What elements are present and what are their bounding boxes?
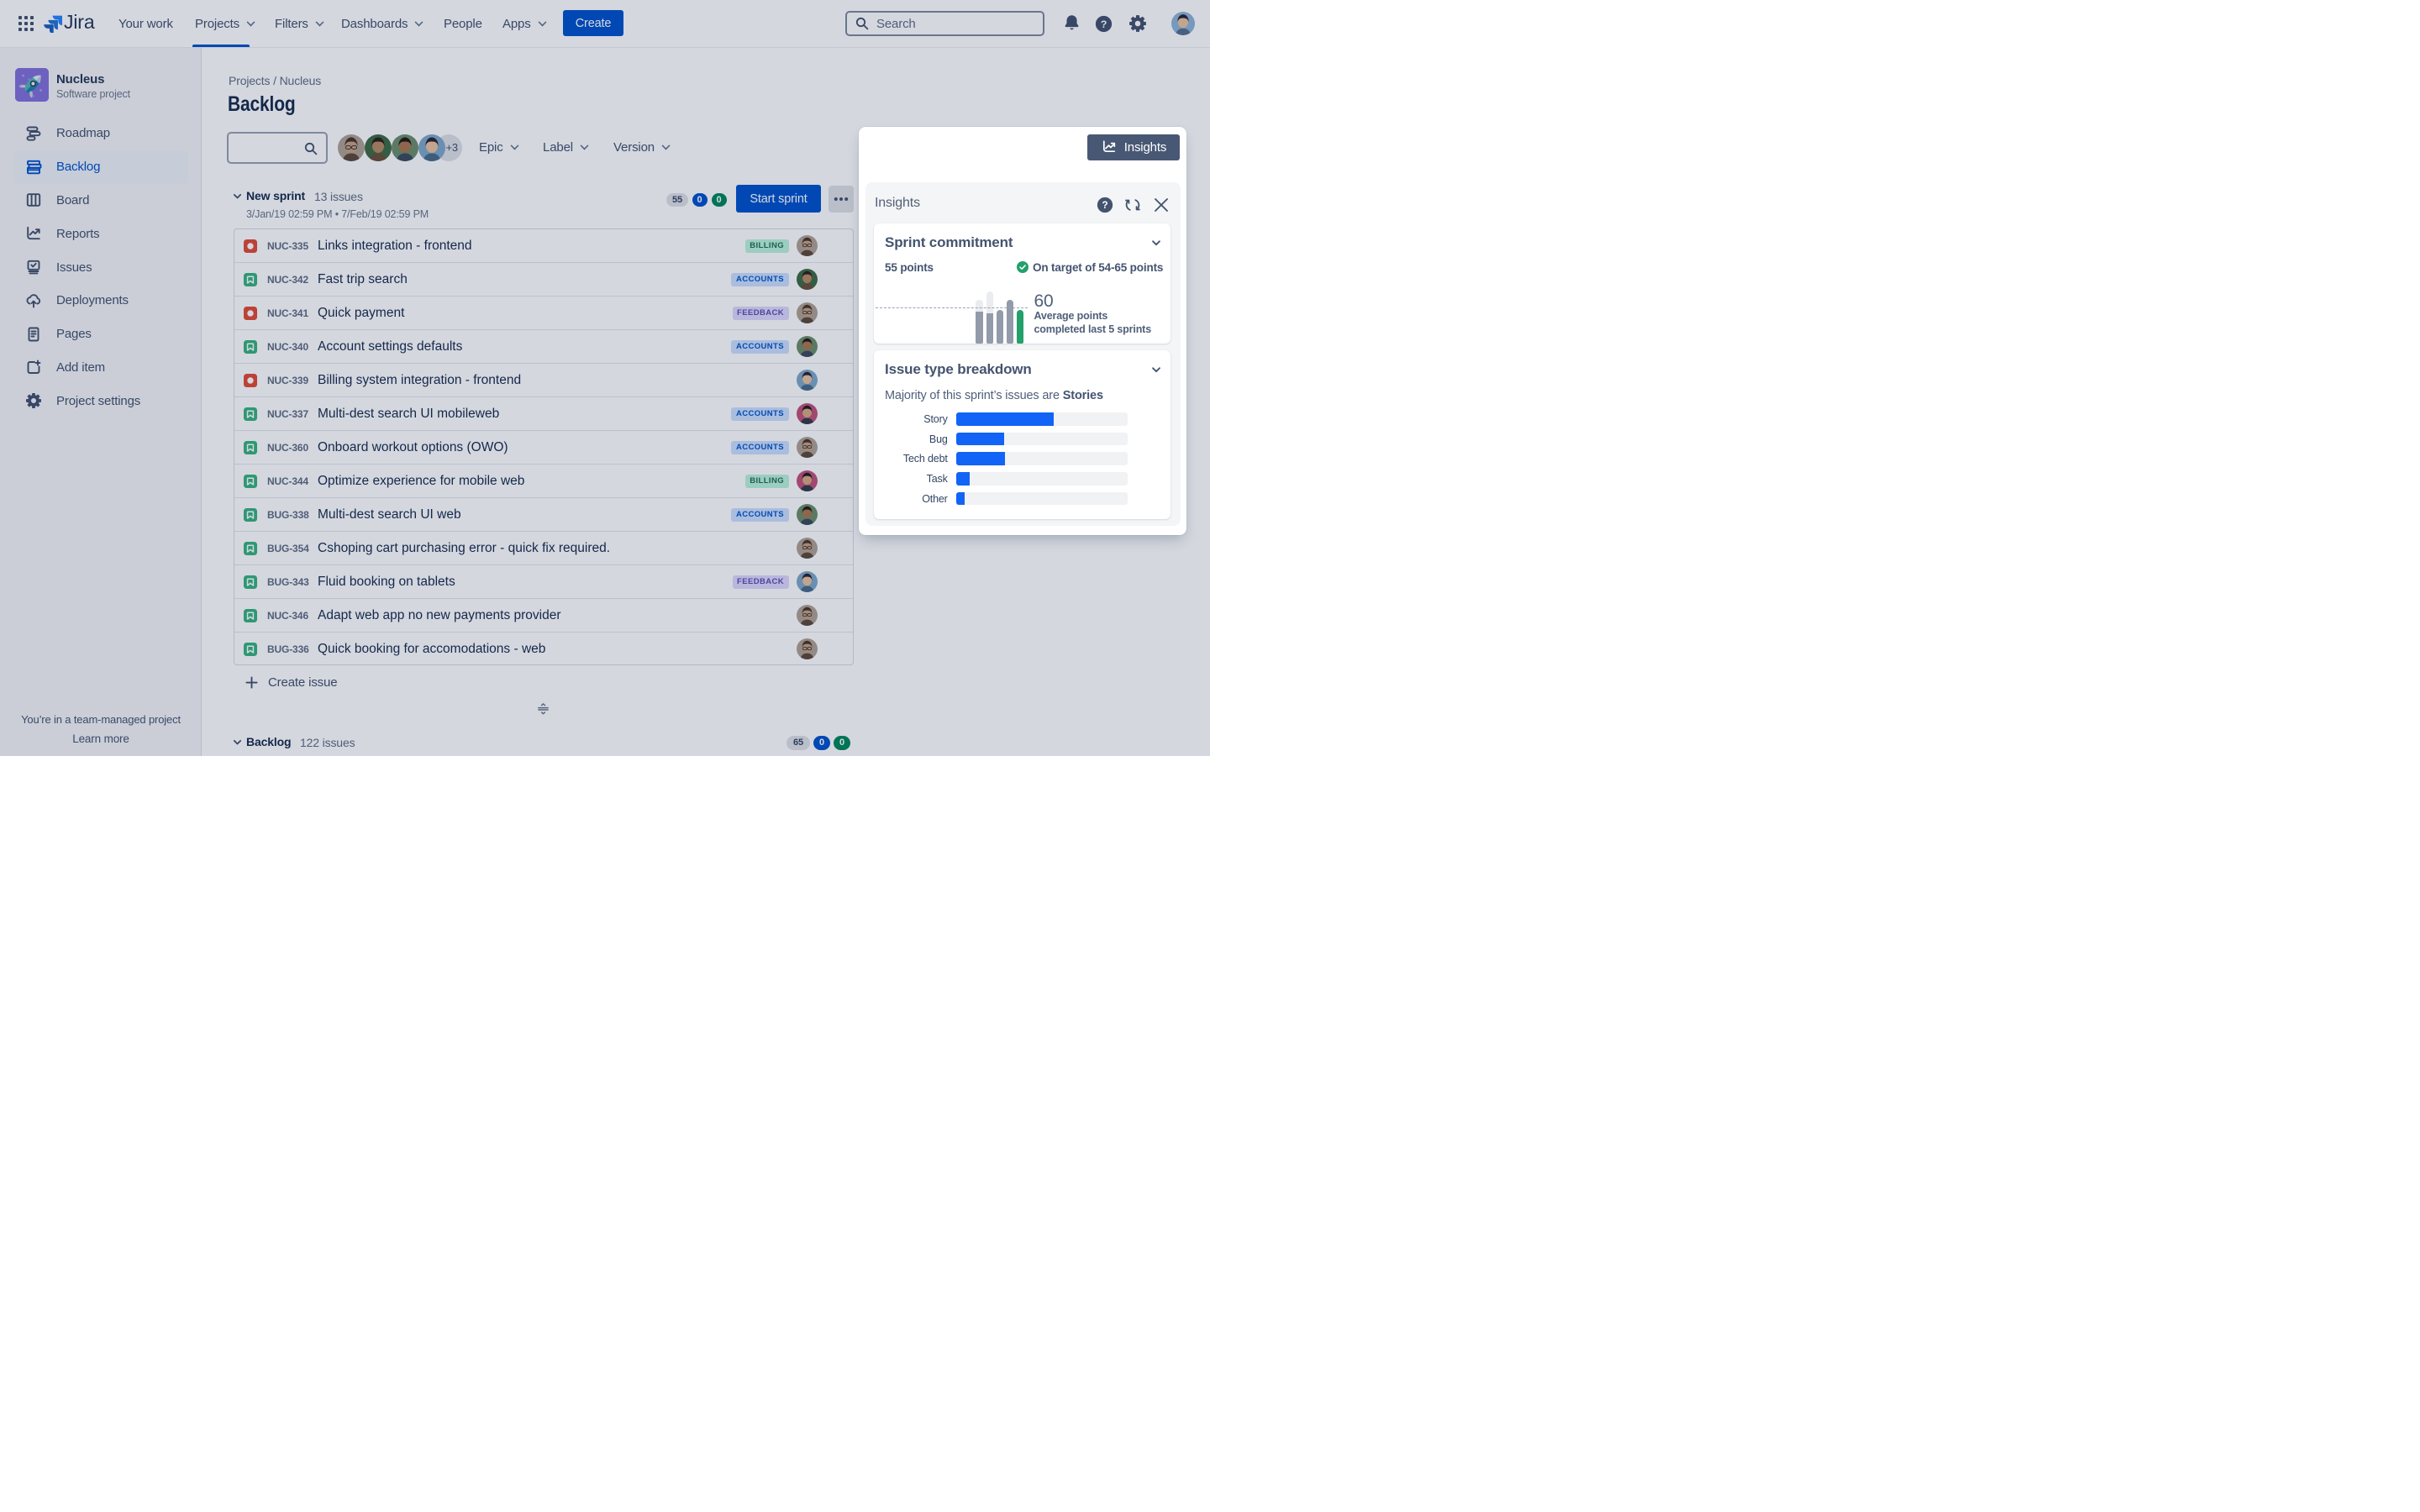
svg-text:?: ?: [1102, 200, 1108, 211]
svg-text:?: ?: [1101, 18, 1107, 29]
